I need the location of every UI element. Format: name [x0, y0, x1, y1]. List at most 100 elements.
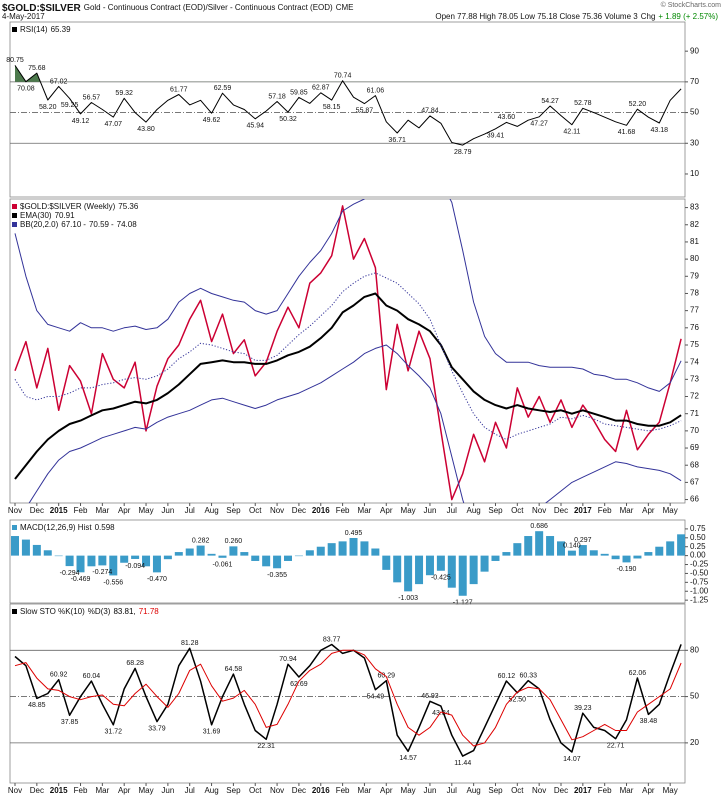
x-tick-label: Aug	[467, 506, 481, 515]
legend: $GOLD:$SILVER (Weekly) 75.36	[20, 202, 139, 211]
x-tick-label: May	[138, 506, 153, 515]
change-label: Chg	[641, 12, 656, 21]
bar	[32, 544, 41, 556]
bar	[273, 555, 282, 569]
y-tick-label: 81	[690, 237, 699, 246]
value-label: 60.92	[50, 672, 68, 679]
y-tick-label: -0.50	[690, 569, 709, 578]
bar	[502, 552, 511, 556]
bar	[207, 553, 216, 556]
x-tick-label: Mar	[620, 506, 634, 515]
x-tick-label: Apr	[118, 506, 131, 515]
y-tick-label: 20	[690, 738, 699, 747]
x-tick-label: Dec	[554, 506, 568, 515]
value-label: 49.12	[72, 118, 90, 125]
bar	[262, 555, 271, 567]
symbol: $GOLD:$SILVER	[2, 3, 81, 14]
value-label: 67.02	[50, 78, 68, 85]
line-series	[14, 292, 682, 480]
bar	[666, 541, 675, 556]
bar	[677, 534, 685, 556]
bar	[404, 555, 413, 592]
panel: 90 70 50 30 10 80.75 70.08 75.68 58.20 67.02 59.25…	[6, 21, 699, 198]
bar	[655, 546, 664, 556]
legend-marker	[12, 204, 17, 209]
value-label: 43.60	[498, 114, 516, 121]
x-tick-label: Apr	[642, 506, 655, 515]
panel: 66 67 68 69 70 71 72 73 74 75 76 77 78 79 80 81 82 83 Nov D…	[8, 198, 699, 515]
value-label: 60.33	[519, 672, 537, 679]
quote-line: Open 77.88 High 78.05 Low 75.18 Close 75…	[435, 12, 718, 21]
value-label: 75.68	[28, 65, 46, 72]
bar	[349, 537, 358, 556]
date: 4-May-2017	[2, 12, 45, 21]
value-label: 60.12	[498, 673, 516, 680]
x-tick-label: Sep	[488, 786, 503, 795]
legend-value: 74.08	[117, 220, 138, 229]
value-label: 0.297	[574, 537, 592, 544]
bar	[218, 555, 227, 558]
legend-value: 67.10	[61, 220, 82, 229]
bar	[229, 546, 238, 556]
bar	[589, 550, 598, 556]
y-tick-label: 68	[690, 460, 699, 469]
x-tick-label: Apr	[118, 786, 131, 795]
bar	[98, 555, 107, 566]
bar	[513, 543, 522, 556]
value-label: 59.85	[290, 89, 308, 96]
x-tick-label: Feb	[598, 786, 612, 795]
value-label: 70.08	[17, 86, 35, 93]
bar	[251, 555, 260, 561]
y-tick-label: 30	[690, 138, 699, 147]
value-label: 80.75	[6, 57, 24, 64]
bar	[54, 555, 63, 557]
bar	[152, 555, 161, 573]
value-label: 57.18	[268, 93, 286, 100]
bar	[600, 553, 609, 556]
bar	[578, 545, 587, 556]
bar	[393, 555, 402, 583]
x-tick-label: Jul	[185, 506, 195, 515]
value-label: 0.686	[530, 523, 548, 530]
legend-value: 75.36	[118, 202, 139, 211]
legend-name: %D(3)	[88, 607, 111, 616]
value-label: 39.23	[574, 705, 592, 712]
value-label: 38.48	[640, 718, 658, 725]
value-label: 58.20	[39, 104, 57, 111]
x-tick-label: 2016	[312, 506, 330, 515]
value-label: 0.495	[345, 530, 363, 537]
legend: EMA(30) 70.91	[20, 211, 75, 220]
legend-name: MACD(12,26,9) Hist	[20, 523, 92, 532]
y-tick-label: 80	[690, 254, 699, 263]
value-label: 62.69	[290, 681, 308, 688]
value-label: -0.355	[267, 572, 287, 579]
change: + 1.89 (+ 2.57%)	[658, 12, 718, 21]
x-tick-label: Mar	[358, 506, 372, 515]
y-tick-label: 0.25	[690, 542, 706, 551]
value-label: 52.50	[509, 697, 527, 704]
value-label: 58.15	[323, 104, 341, 111]
line-series	[14, 643, 682, 757]
bar	[11, 536, 19, 556]
x-tick-label: Sep	[226, 506, 241, 515]
value-label: 45.94	[246, 123, 264, 130]
value-label: 49.62	[203, 117, 221, 124]
bar	[415, 555, 424, 585]
x-tick-label: Nov	[8, 786, 22, 795]
x-tick-label: Jul	[447, 506, 457, 515]
y-tick-label: 71	[690, 409, 699, 418]
legend: BB(20,2.0) 67.10-70.59-74.08	[20, 220, 137, 229]
value-label: 36.71	[388, 137, 406, 144]
value-label: 41.68	[618, 129, 636, 136]
y-tick-label: 78	[690, 289, 699, 298]
legend-value: 70.91	[55, 211, 76, 220]
value-label: -1.003	[398, 595, 418, 602]
panel-frame	[9, 21, 686, 198]
value-label: 59.25	[61, 102, 79, 109]
value-label: -0.470	[147, 576, 167, 583]
bar	[535, 531, 544, 556]
bar	[425, 555, 434, 576]
legend-marker	[12, 213, 17, 218]
y-tick-label: 75	[690, 340, 699, 349]
value-label: 47.07	[105, 121, 123, 128]
